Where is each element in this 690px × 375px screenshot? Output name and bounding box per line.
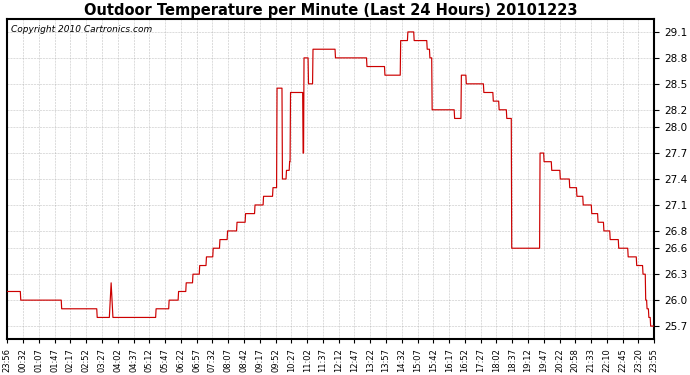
Text: Copyright 2010 Cartronics.com: Copyright 2010 Cartronics.com: [10, 26, 152, 34]
Title: Outdoor Temperature per Minute (Last 24 Hours) 20101223: Outdoor Temperature per Minute (Last 24 …: [84, 3, 578, 18]
